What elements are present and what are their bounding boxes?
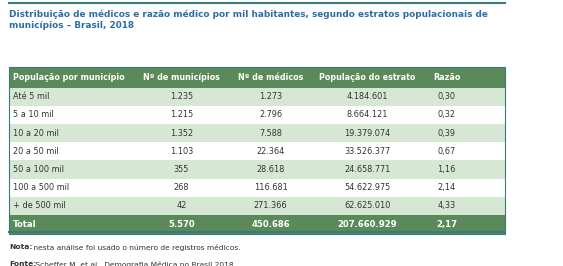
- Text: 22.364: 22.364: [256, 147, 285, 156]
- Text: 5 a 10 mil: 5 a 10 mil: [12, 110, 53, 119]
- Bar: [9, 106, 505, 124]
- Bar: [9, 197, 505, 215]
- Text: 62.625.010: 62.625.010: [344, 201, 391, 210]
- Text: + de 500 mil: + de 500 mil: [12, 201, 65, 210]
- Text: 355: 355: [173, 165, 189, 174]
- Text: 207.660.929: 207.660.929: [337, 220, 397, 229]
- Text: 20 a 50 mil: 20 a 50 mil: [12, 147, 59, 156]
- Bar: [9, 142, 505, 160]
- Text: 54.622.975: 54.622.975: [344, 183, 390, 192]
- Text: 4,33: 4,33: [437, 201, 455, 210]
- Text: 2,14: 2,14: [437, 183, 455, 192]
- Text: 8.664.121: 8.664.121: [346, 110, 388, 119]
- Text: Scheffer M. et al., Demografia Médica no Brasil 2018.: Scheffer M. et al., Demografia Médica no…: [33, 261, 236, 266]
- Text: municípios – Brasil, 2018: municípios – Brasil, 2018: [9, 21, 134, 30]
- Text: Nº de municípios: Nº de municípios: [143, 73, 220, 82]
- Text: População do estrato: População do estrato: [319, 73, 415, 82]
- Text: 5.570: 5.570: [168, 220, 195, 229]
- Bar: [9, 179, 505, 197]
- Text: Total: Total: [12, 220, 36, 229]
- Bar: [9, 124, 505, 142]
- Text: Nota:: Nota:: [9, 244, 33, 251]
- Text: 0,32: 0,32: [437, 110, 455, 119]
- Bar: [9, 67, 505, 234]
- Text: 0,67: 0,67: [437, 147, 455, 156]
- Bar: [9, 88, 505, 106]
- Text: Distribuição de médicos e razão médico por mil habitantes, segundo estratos popu: Distribuição de médicos e razão médico p…: [9, 10, 488, 19]
- Text: 1.103: 1.103: [169, 147, 193, 156]
- Text: 24.658.771: 24.658.771: [344, 165, 391, 174]
- Text: 2,17: 2,17: [436, 220, 457, 229]
- Text: 0,39: 0,39: [437, 129, 455, 138]
- Text: 42: 42: [176, 201, 186, 210]
- Text: 100 a 500 mil: 100 a 500 mil: [12, 183, 69, 192]
- Text: 271.366: 271.366: [254, 201, 287, 210]
- Text: Até 5 mil: Até 5 mil: [12, 92, 49, 101]
- Text: 1.235: 1.235: [170, 92, 193, 101]
- Text: 28.618: 28.618: [256, 165, 285, 174]
- Text: 50 a 100 mil: 50 a 100 mil: [12, 165, 64, 174]
- Text: 1,16: 1,16: [437, 165, 456, 174]
- Text: População por município: População por município: [12, 73, 124, 82]
- Text: 1.352: 1.352: [170, 129, 193, 138]
- Text: 450.686: 450.686: [251, 220, 290, 229]
- Text: 19.379.074: 19.379.074: [344, 129, 390, 138]
- Text: 116.681: 116.681: [254, 183, 288, 192]
- Bar: [9, 215, 505, 234]
- Text: Razão: Razão: [433, 73, 461, 82]
- Text: Nº de médicos: Nº de médicos: [238, 73, 303, 82]
- Text: 1.215: 1.215: [169, 110, 193, 119]
- Text: 4.184.601: 4.184.601: [346, 92, 388, 101]
- Text: nesta análise foi usado o número de registros médicos.: nesta análise foi usado o número de regi…: [30, 244, 240, 251]
- Text: Fonte:: Fonte:: [9, 261, 37, 266]
- Text: 10 a 20 mil: 10 a 20 mil: [12, 129, 59, 138]
- Bar: [9, 67, 505, 88]
- Text: 7.588: 7.588: [259, 129, 282, 138]
- Text: 268: 268: [173, 183, 189, 192]
- Text: 0,30: 0,30: [437, 92, 455, 101]
- Text: 33.526.377: 33.526.377: [344, 147, 390, 156]
- Bar: [9, 160, 505, 179]
- Text: 2.796: 2.796: [259, 110, 282, 119]
- Text: 1.273: 1.273: [259, 92, 282, 101]
